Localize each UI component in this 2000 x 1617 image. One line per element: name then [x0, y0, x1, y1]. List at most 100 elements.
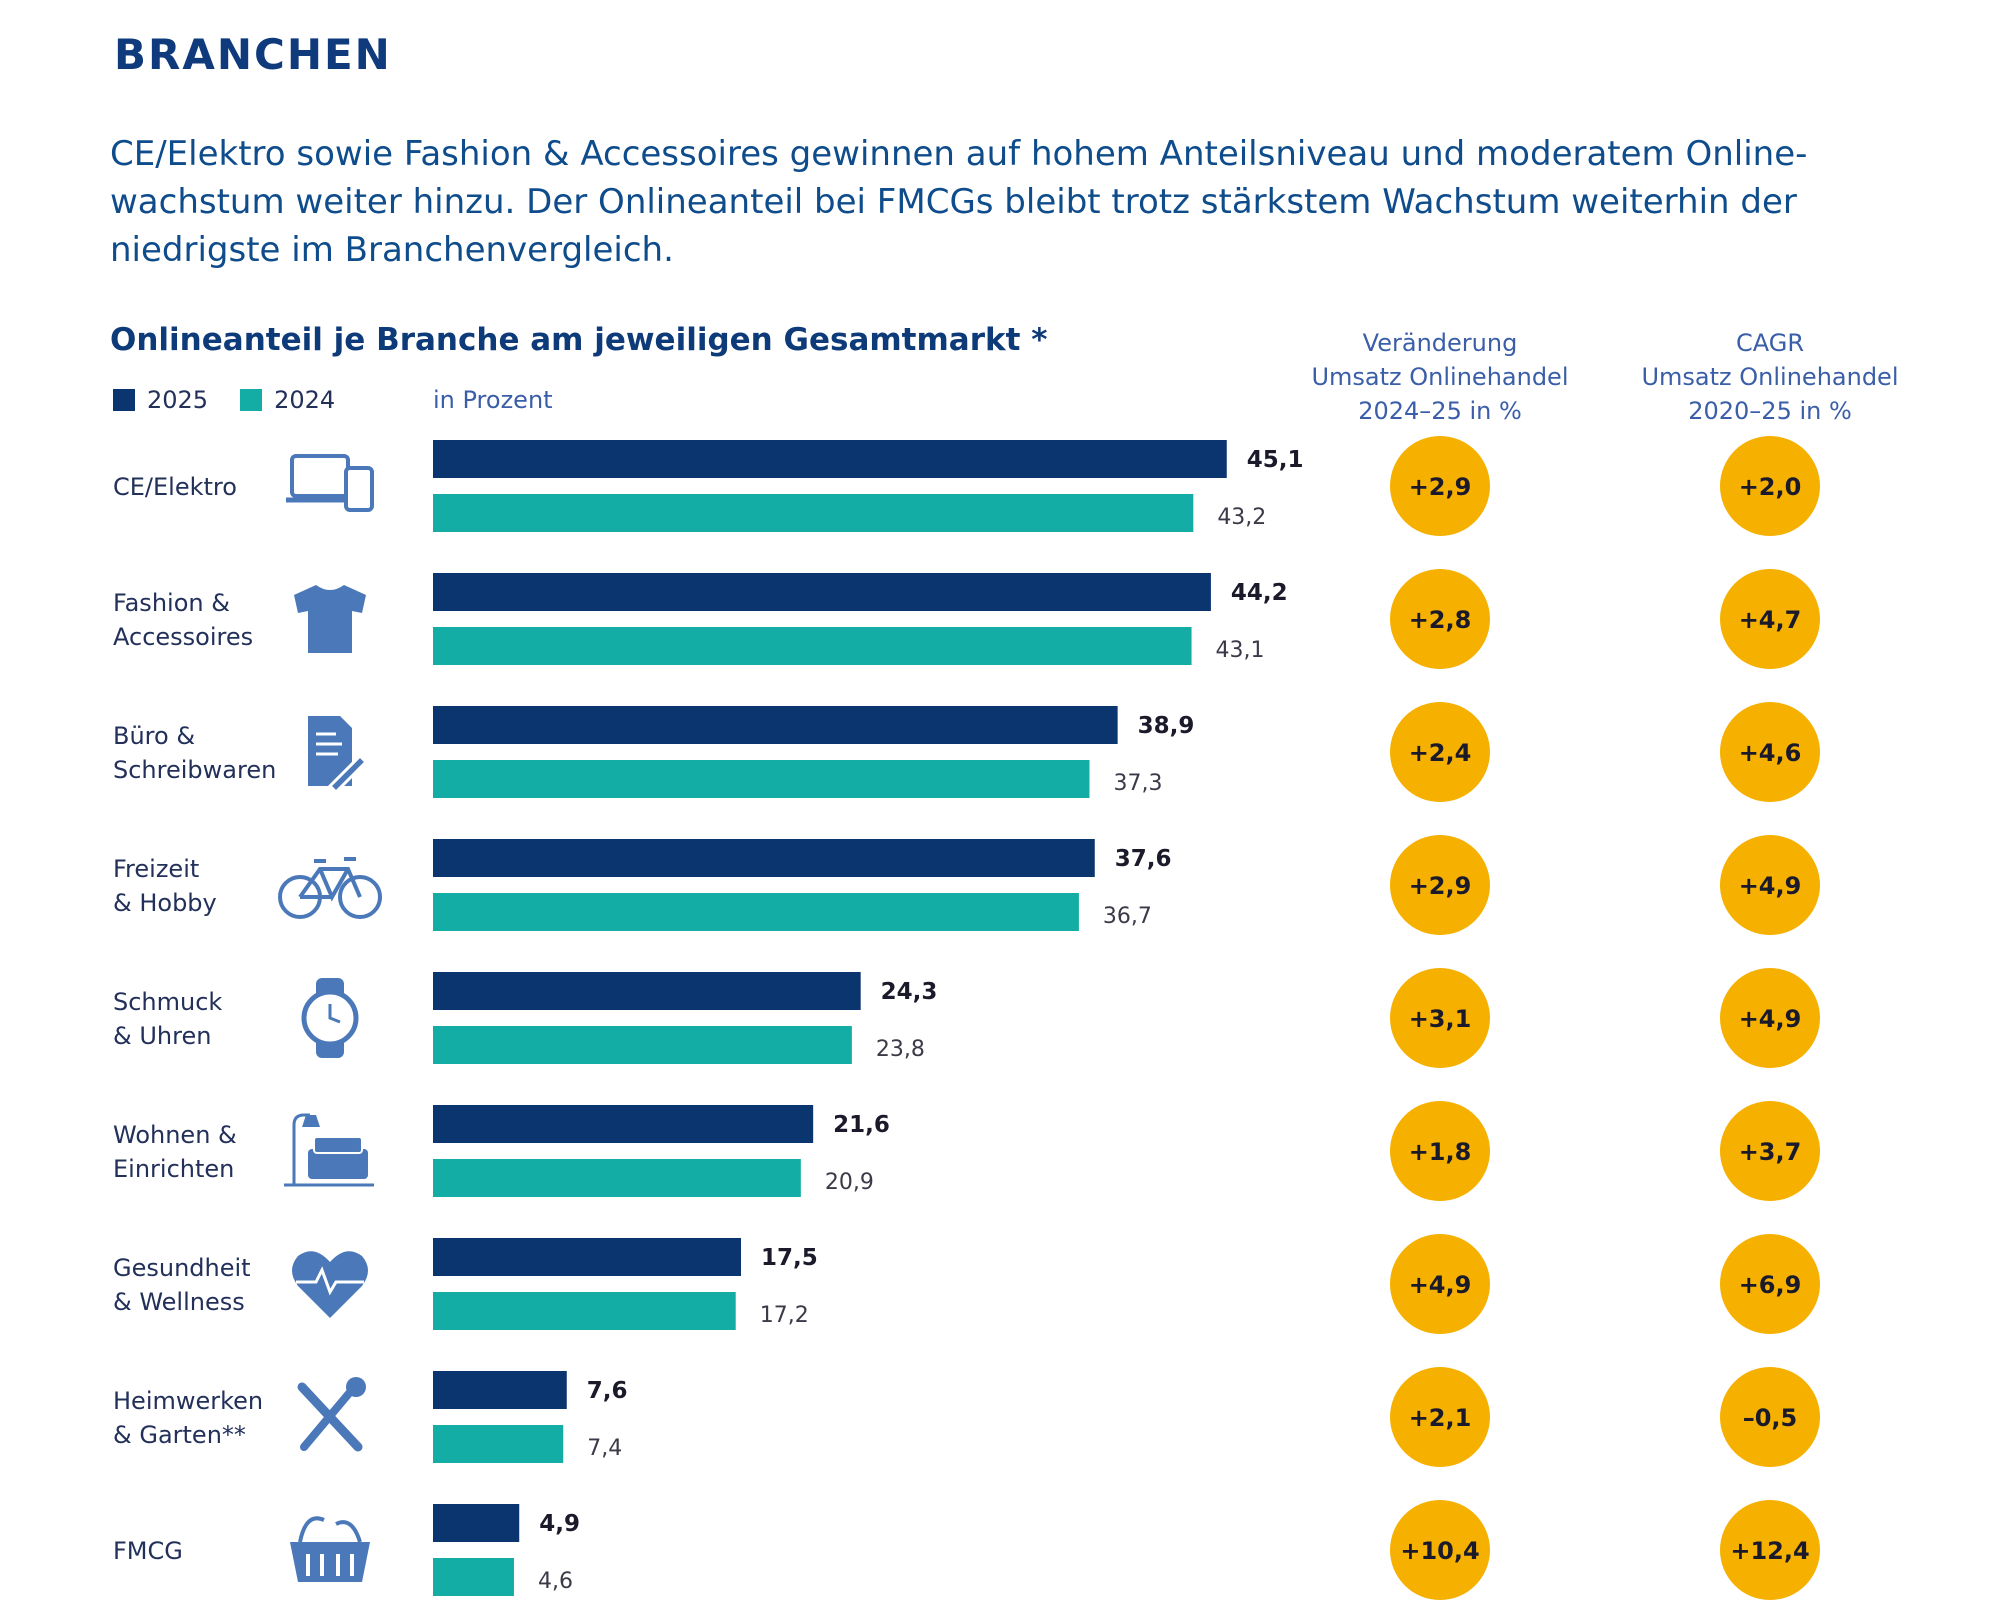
- bar-2025: [433, 1238, 741, 1276]
- category-label: Wohnen &: [113, 1121, 237, 1149]
- basket-icon: [290, 1516, 370, 1582]
- legend-label-2025: 2025: [147, 386, 209, 414]
- value-label-2025: 7,6: [587, 1378, 628, 1404]
- value-label-2024: 36,7: [1103, 904, 1152, 929]
- value-label-2025: 21,6: [833, 1112, 890, 1138]
- cagr-badge: [1720, 835, 1820, 935]
- watch-hands: [328, 1004, 341, 1024]
- change-badge-label: +1,8: [1409, 1138, 1472, 1166]
- change-badge-label: +2,4: [1409, 739, 1472, 767]
- value-label-2025: 45,1: [1247, 447, 1304, 473]
- column-header-change: Veränderung Umsatz Onlinehandel 2024–25 …: [1290, 326, 1590, 428]
- tshirt-shape: [294, 585, 366, 653]
- cagr-badge: [1720, 1234, 1820, 1334]
- phone-shape: [344, 466, 374, 512]
- legend-swatch-2024: [240, 389, 263, 411]
- category-label: & Hobby: [113, 889, 217, 917]
- column-header-line: CAGR: [1735, 329, 1805, 357]
- category-label: Schreibwaren: [113, 756, 276, 784]
- cagr-badge: [1720, 1367, 1820, 1467]
- value-label-2024: 17,2: [760, 1303, 809, 1328]
- sofa-lamp-icon: [284, 1113, 374, 1187]
- bar-2025: [433, 839, 1095, 877]
- legend-item-2024: 2024: [240, 386, 335, 414]
- value-label-2025: 17,5: [761, 1245, 818, 1271]
- change-badge: [1390, 436, 1490, 536]
- change-badge: [1390, 1367, 1490, 1467]
- change-badge: [1390, 1500, 1490, 1600]
- bar-2024: [433, 494, 1194, 532]
- category-label: & Wellness: [113, 1288, 245, 1316]
- bar-2024: [433, 1425, 564, 1463]
- intro-line: wachstum weiter hinzu. Der Onlineanteil …: [110, 182, 1797, 222]
- chart-legend: 2025 2024: [113, 386, 367, 414]
- bar-2024: [433, 1026, 852, 1064]
- bar-2024: [433, 1159, 801, 1197]
- document-lines: [316, 732, 342, 756]
- change-badge: [1390, 569, 1490, 669]
- cagr-badge-label: –0,5: [1743, 1404, 1798, 1432]
- cagr-badge-label: +4,7: [1739, 606, 1802, 634]
- change-badge: [1390, 1101, 1490, 1201]
- monitor-shape: [290, 454, 350, 498]
- value-label-2024: 7,4: [587, 1436, 622, 1461]
- value-label-2024: 43,1: [1216, 638, 1265, 663]
- category-label: Gesundheit: [113, 1254, 251, 1282]
- column-header-line: Umsatz Onlinehandel: [1641, 363, 1899, 391]
- tshirt-icon: [294, 585, 366, 653]
- cagr-badge: [1720, 702, 1820, 802]
- sofa-base: [308, 1149, 368, 1179]
- heart-pulse-icon: [292, 1251, 368, 1318]
- category-label: & Uhren: [113, 1022, 211, 1050]
- wrench-head: [346, 1377, 366, 1397]
- change-badge-label: +3,1: [1409, 1005, 1472, 1033]
- heart-shape: [292, 1251, 368, 1318]
- category-label: CE/Elektro: [113, 473, 237, 501]
- column-header-line: 2020–25 in %: [1688, 397, 1852, 425]
- category-label: Freizeit: [113, 855, 199, 883]
- legend-label-2024: 2024: [274, 386, 336, 414]
- column-header-cagr: CAGR Umsatz Onlinehandel 2020–25 in %: [1620, 326, 1920, 428]
- lamp-pole: [292, 1113, 310, 1185]
- bar-2025: [433, 440, 1227, 478]
- intro-line: niedrigste im Branchenvergleich.: [110, 230, 674, 270]
- category-label: FMCG: [113, 1537, 183, 1565]
- value-label-2025: 24,3: [881, 979, 938, 1005]
- cagr-badge-label: +4,9: [1739, 1005, 1802, 1033]
- category-label: Büro &: [113, 722, 195, 750]
- change-badge-label: +10,4: [1400, 1537, 1479, 1565]
- intro-text: CE/Elektro sowie Fashion & Accessoires g…: [110, 130, 1890, 274]
- unit-label: in Prozent: [433, 386, 553, 414]
- watch-icon: [301, 978, 359, 1058]
- column-header-line: Veränderung: [1362, 329, 1518, 357]
- change-badge: [1390, 1234, 1490, 1334]
- cagr-badge: [1720, 569, 1820, 669]
- frame-shape: [298, 857, 362, 902]
- bicycle-icon: [278, 857, 382, 919]
- basket-slats: [306, 1554, 354, 1576]
- column-header-line: Umsatz Onlinehandel: [1311, 363, 1569, 391]
- value-label-2025: 38,9: [1138, 713, 1195, 739]
- value-label-2024: 20,9: [825, 1170, 874, 1195]
- bar-2025: [433, 706, 1118, 744]
- legend-item-2025: 2025: [113, 386, 208, 414]
- bar-2025: [433, 1371, 567, 1409]
- value-label-2024: 37,3: [1113, 771, 1162, 796]
- column-header-line: 2024–25 in %: [1358, 397, 1522, 425]
- cagr-badge: [1720, 1101, 1820, 1201]
- category-label: Fashion &: [113, 589, 230, 617]
- cagr-badge-label: +4,9: [1739, 872, 1802, 900]
- value-label-2024: 23,8: [876, 1037, 925, 1062]
- bar-2025: [433, 972, 861, 1010]
- bar-2024: [433, 1292, 736, 1330]
- tools-icon: [297, 1377, 366, 1452]
- bar-2024: [433, 1558, 514, 1596]
- category-label: Schmuck: [113, 988, 222, 1016]
- bar-2025: [433, 573, 1211, 611]
- change-badge: [1390, 702, 1490, 802]
- change-badge-label: +4,9: [1409, 1271, 1472, 1299]
- category-label: Heimwerken: [113, 1387, 263, 1415]
- change-badge-label: +2,9: [1409, 872, 1472, 900]
- category-label: Einrichten: [113, 1155, 234, 1183]
